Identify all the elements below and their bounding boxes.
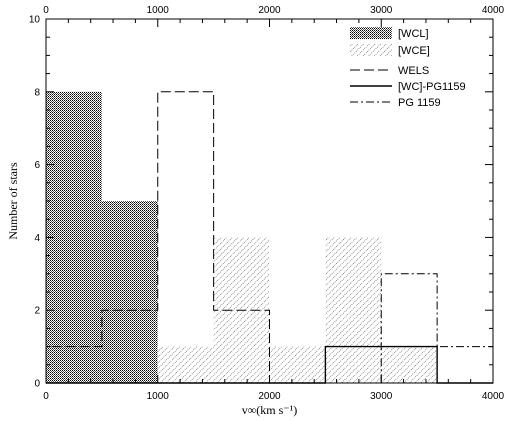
x-top-tick-label-2000: 2000 xyxy=(258,5,281,16)
legend-swatch-wcl xyxy=(350,27,392,39)
legend: [WCL] [WCE] WELS [WC]-PG1159 PG 1159 xyxy=(350,27,466,109)
x-top-tick-label-1000: 1000 xyxy=(147,5,170,16)
y-tick-label-2: 2 xyxy=(34,306,40,317)
axis-ticks xyxy=(45,18,494,384)
bars-layer xyxy=(46,91,438,384)
bar-wce-bin-6 xyxy=(381,346,438,383)
legend-label-wels: WELS xyxy=(398,65,429,77)
x-tick-label-4000: 4000 xyxy=(482,391,505,402)
legend-swatch-wce xyxy=(350,44,392,56)
bar-wcl-bin-1 xyxy=(101,201,158,383)
x-axis-label: v∞(km s⁻¹) xyxy=(242,403,297,417)
legend-label-wc-pg1159: [WC]-PG1159 xyxy=(398,81,466,93)
y-tick-label-0: 0 xyxy=(34,379,40,390)
bar-wce-bin-2 xyxy=(157,346,214,383)
legend-label-wcl: [WCL] xyxy=(398,28,429,40)
bar-wce-bin-5 xyxy=(325,237,382,383)
x-tick-label-2000: 2000 xyxy=(258,391,281,402)
y-tick-label-4: 4 xyxy=(34,233,40,244)
y-axis-label: Number of stars xyxy=(6,162,20,240)
x-top-tick-label-3000: 3000 xyxy=(370,5,393,16)
bar-wce-bin-4 xyxy=(269,346,326,383)
x-top-tick-label-4000: 4000 xyxy=(482,5,505,16)
legend-label-wce: [WCE] xyxy=(398,45,430,57)
x-tick-label-1000: 1000 xyxy=(147,391,170,402)
y-tick-label-8: 8 xyxy=(34,87,40,98)
bar-wcl-bin-0 xyxy=(46,91,102,384)
x-tick-label-3000: 3000 xyxy=(370,391,393,402)
y-tick-label-10: 10 xyxy=(29,15,41,26)
y-tick-label-6: 6 xyxy=(34,160,40,171)
x-top-tick-label-0: 0 xyxy=(43,5,49,16)
x-tick-label-0: 0 xyxy=(43,391,49,402)
outline-wels xyxy=(45,91,493,384)
legend-label-pg1159: PG 1159 xyxy=(398,97,441,109)
